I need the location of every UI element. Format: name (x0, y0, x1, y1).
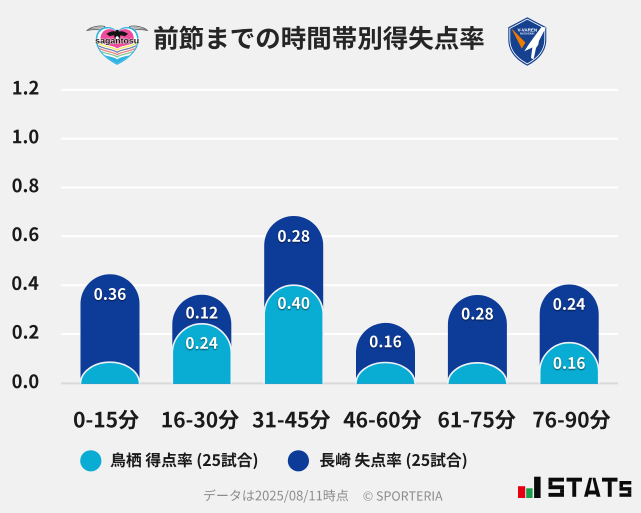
svg-text:V-VAREN: V-VAREN (517, 28, 537, 33)
svg-text:sagantosu: sagantosu (95, 36, 139, 45)
svg-text:NAGASAKI: NAGASAKI (520, 33, 534, 36)
